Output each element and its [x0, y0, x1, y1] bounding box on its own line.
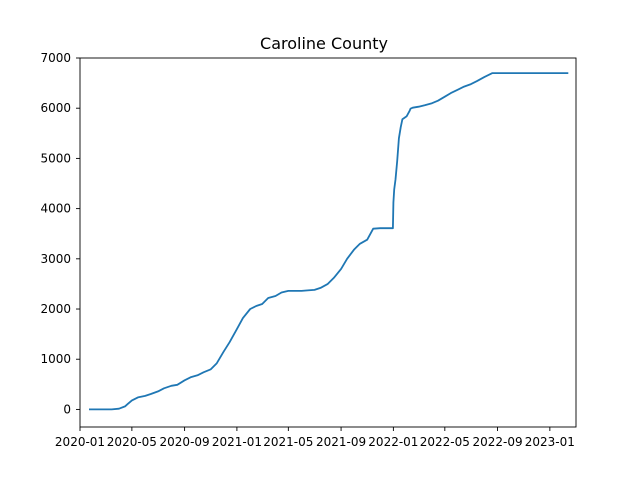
x-tick-label: 2022-01: [368, 435, 418, 449]
y-tick-label: 6000: [40, 101, 71, 115]
x-tick-label: 2023-01: [525, 435, 575, 449]
x-tick-label: 2021-01: [212, 435, 262, 449]
x-tick-label: 2022-05: [420, 435, 470, 449]
y-tick-label: 5000: [40, 151, 71, 165]
x-tick-label: 2021-05: [263, 435, 313, 449]
chart-title: Caroline County: [260, 34, 388, 53]
x-tick-label: 2021-09: [316, 435, 366, 449]
series-line: [89, 72, 569, 411]
y-tick-label: 3000: [40, 252, 71, 266]
y-tick-label: 7000: [40, 51, 71, 65]
y-tick-label: 2000: [40, 302, 71, 316]
x-tick-label: 2020-05: [107, 435, 157, 449]
x-tick-label: 2020-09: [160, 435, 210, 449]
x-tick-label: 2020-01: [55, 435, 105, 449]
y-tick-label: 1000: [40, 352, 71, 366]
y-axis: 0 1000 2000 3000 4000 5000 6000 7000: [40, 51, 80, 416]
plot-area-frame: [79, 57, 577, 428]
x-tick-label: 2022-09: [472, 435, 522, 449]
y-tick-label: 0: [63, 402, 71, 416]
x-axis: 2020-01 2020-05 2020-09 2021-01 2021-05 2021-…: [55, 427, 575, 449]
y-tick-label: 4000: [40, 202, 71, 216]
